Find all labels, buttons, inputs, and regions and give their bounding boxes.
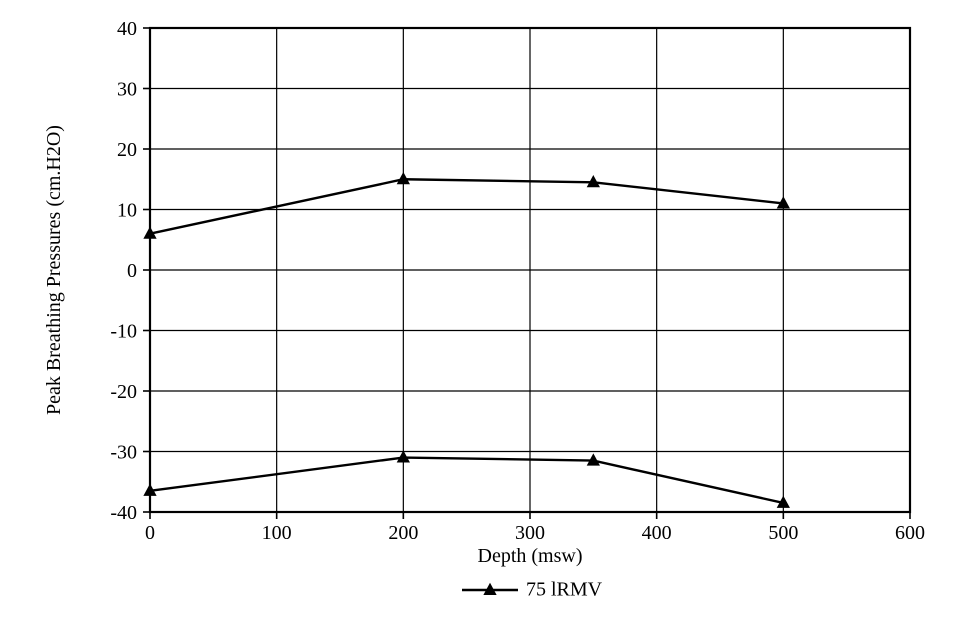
xtick-label: 0 (145, 522, 155, 544)
pressure-depth-chart: 0 100 200 300 400 500 600 -40 -30 -20 -10 0 10 20 30 40… (0, 0, 979, 629)
ytick-label: -30 (110, 442, 137, 464)
xtick-label: 600 (895, 522, 925, 544)
legend-label: 75 lRMV (526, 579, 603, 601)
ytick-label: 10 (117, 200, 137, 222)
xtick-label: 300 (515, 522, 545, 544)
ytick-label: 0 (127, 260, 137, 282)
chart-container: 0 100 200 300 400 500 600 -40 -30 -20 -10 0 10 20 30 40… (0, 0, 979, 629)
x-axis-label: Depth (msw) (478, 545, 583, 567)
ytick-label: 30 (117, 79, 137, 101)
ytick-label: -10 (110, 321, 137, 343)
xtick-label: 100 (262, 522, 292, 544)
ytick-label: 40 (117, 18, 137, 40)
xtick-label: 500 (768, 522, 798, 544)
xtick-label: 400 (642, 522, 672, 544)
ytick-label: -20 (110, 381, 137, 403)
y-axis-label: Peak Breathing Pressures (cm.H2O) (43, 125, 65, 415)
ytick-label: -40 (110, 502, 137, 524)
xtick-label: 200 (388, 522, 418, 544)
ytick-label: 20 (117, 139, 137, 161)
